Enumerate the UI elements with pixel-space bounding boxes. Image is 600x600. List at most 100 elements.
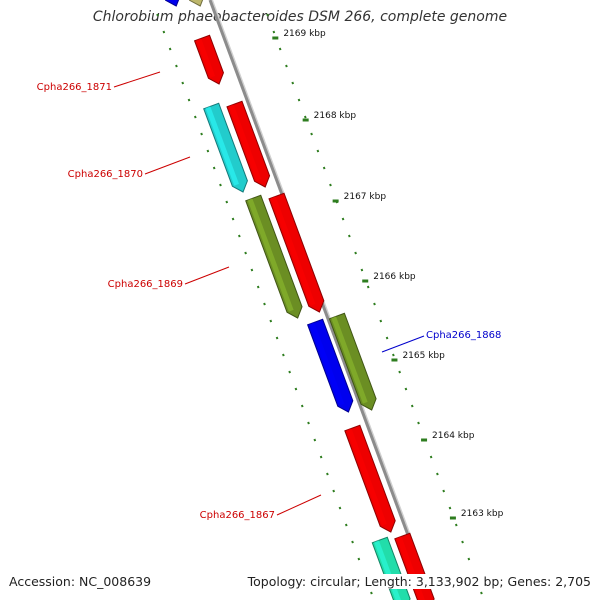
tick-dash: [354, 251, 357, 255]
gene-arrow: [193, 34, 224, 85]
tick-dash: [313, 438, 317, 442]
tick-dash: [272, 30, 276, 34]
gene-highlight: [270, 196, 316, 306]
tick-dash: [410, 404, 414, 408]
gene-body: [188, 0, 204, 7]
ruler-label: 2169 kbp: [283, 29, 326, 39]
tick-dash: [373, 302, 376, 306]
tick-dash: [294, 387, 298, 391]
tick-dash: [332, 489, 336, 493]
tick-dash: [348, 234, 351, 238]
gene-arrow: [245, 194, 303, 319]
tick-row-left: [156, 13, 373, 595]
tick-dash: [269, 319, 273, 323]
tick-dash: [181, 81, 185, 85]
tick-dash: [429, 455, 433, 459]
tick-dash: [219, 183, 222, 187]
tick-dash: [244, 251, 247, 255]
tick-dash: [212, 166, 216, 170]
tick-dash: [338, 506, 342, 510]
gene-highlight: [205, 106, 239, 186]
gene-highlight: [331, 316, 368, 404]
tick-dash: [200, 132, 203, 136]
tick-dash: [266, 13, 269, 17]
tick-dash: [329, 183, 332, 187]
map-title: Chlorobium phaeobacteroides DSM 266, com…: [92, 9, 508, 25]
tick-dash: [370, 591, 373, 595]
tick-dash: [480, 591, 483, 595]
gene-arrow: [203, 102, 248, 193]
gene-arrow: [344, 424, 396, 533]
gene-label: Cpha266_1868: [426, 330, 501, 341]
tick-dash: [436, 472, 439, 476]
tick-dash: [231, 217, 235, 221]
tick-dash: [392, 353, 395, 357]
tick-dash: [193, 115, 197, 119]
tick-dash: [238, 234, 241, 238]
tick-dash: [461, 540, 464, 544]
accession-text: Accession: NC_008639: [9, 574, 152, 589]
ruler-label: 2168 kbp: [314, 111, 357, 121]
tick-dash: [187, 98, 191, 102]
tick-dash: [156, 13, 159, 17]
ruler-label: 2164 kbp: [432, 431, 475, 441]
tick-dash: [175, 64, 178, 68]
gene-highlight: [309, 322, 345, 406]
gene-arrow: [188, 0, 204, 7]
gene-arrow: [306, 318, 354, 413]
tick-dash: [168, 47, 172, 51]
tick-dash: [417, 421, 420, 425]
gene-label: Cpha266_1871: [37, 82, 112, 93]
tick-dash: [206, 149, 210, 153]
tick-dash: [297, 98, 301, 102]
tick-dash: [467, 557, 471, 561]
tick-dash: [291, 81, 295, 85]
tick-dash: [322, 166, 326, 170]
callout-line: [113, 71, 161, 88]
tick-dash: [319, 455, 323, 459]
tick-dash: [256, 285, 260, 289]
tick-dash: [307, 421, 310, 425]
gene-label: Cpha266_1870: [68, 169, 143, 180]
tick-dash: [341, 217, 345, 221]
tick-dash: [357, 557, 361, 561]
tick-dash: [448, 506, 452, 510]
tick-dash: [351, 540, 354, 544]
gene-label: Cpha266_1869: [108, 279, 183, 290]
gene-arrow: [164, 0, 180, 7]
tick-dash: [385, 336, 389, 340]
label-layer: Cpha266_1871 Cpha266_1870 Cpha266_1869 Cpha…: [37, 71, 501, 521]
tick-dash: [442, 489, 446, 493]
gene-arrow: [226, 100, 271, 188]
tick-dash: [366, 285, 370, 289]
tick-dash: [282, 353, 285, 357]
gene-highlight: [228, 104, 262, 181]
callout-line: [381, 335, 425, 353]
gene-highlight: [196, 38, 216, 78]
ruler-label: 2163 kbp: [461, 509, 504, 519]
tick-dash: [162, 30, 166, 34]
tick-dash: [310, 132, 313, 136]
gene-highlight: [346, 428, 387, 526]
tick-dash: [326, 472, 329, 476]
tick-dash: [225, 200, 229, 204]
gene-arrow: [328, 312, 377, 411]
ruler-label: 2165 kbp: [402, 351, 445, 361]
tick-dash: [316, 149, 320, 153]
ruler-layer: 2169 kbp 2168 kbp 2167 kbp 2166 kbp 2165 kbp…: [272, 29, 504, 520]
gene-highlight: [247, 198, 294, 312]
gene-layer: [164, 0, 435, 600]
tick-dash: [288, 370, 291, 374]
tick-dash: [454, 523, 458, 527]
gene-body: [164, 0, 180, 7]
tick-dash: [275, 336, 279, 340]
tick-dash: [344, 523, 348, 527]
tick-dash: [404, 387, 408, 391]
ruler-label: 2166 kbp: [373, 272, 416, 282]
callout-line: [184, 266, 230, 285]
ruler-label: 2167 kbp: [344, 192, 387, 202]
tick-dash: [398, 370, 401, 374]
tick-dash: [278, 47, 282, 51]
tick-dash: [300, 404, 304, 408]
